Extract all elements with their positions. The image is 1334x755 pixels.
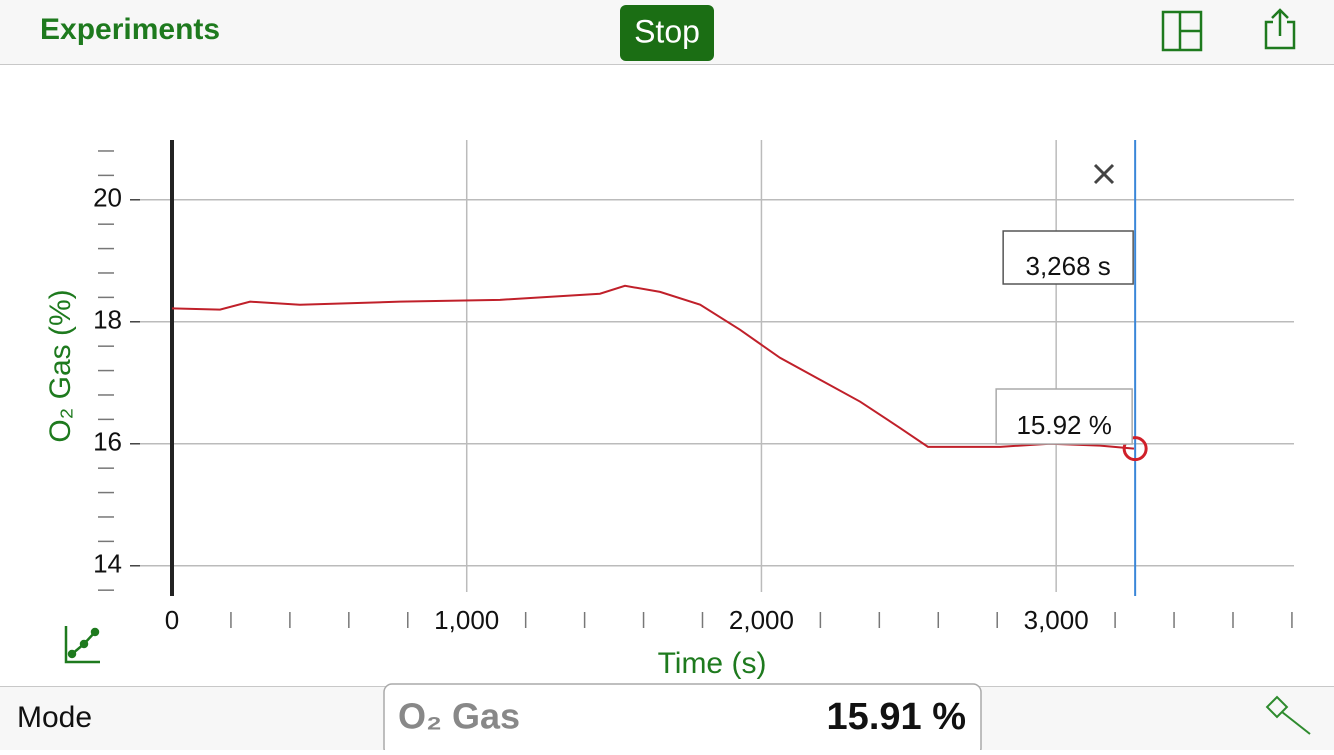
meter-box[interactable]: [383, 683, 982, 755]
share-icon[interactable]: [1264, 8, 1296, 50]
experiments-button[interactable]: Experiments: [40, 13, 220, 46]
cursor-x-box: [1002, 230, 1134, 285]
x-tick-label: 3,000: [1024, 605, 1089, 635]
x-axis-title: Time (s): [658, 647, 767, 680]
x-tick-label: 1,000: [434, 605, 499, 635]
y-tick-label: 18: [93, 305, 122, 335]
data-line: [171, 284, 1135, 450]
cursor-point: [1122, 436, 1148, 462]
graph-mode-icon[interactable]: [64, 626, 100, 664]
y-axis-title: O₂ Gas (%): [44, 289, 77, 442]
probe-icon[interactable]: [1265, 695, 1311, 735]
stop-button[interactable]: [620, 5, 714, 61]
y-tick-label: 14: [93, 549, 122, 579]
close-cursor-icon[interactable]: [1093, 163, 1115, 185]
y-tick-label: 16: [93, 427, 122, 457]
meter-reading: 15.91 %: [827, 696, 966, 738]
x-tick-label: 2,000: [729, 605, 794, 635]
meter-sensor: O₂ Gas: [398, 696, 520, 737]
cursor-y-label: 15.92 %: [1016, 410, 1111, 440]
mode-button[interactable]: Mode: [17, 701, 92, 734]
plot: 14 16 18 20 0 1,000 2,000 3,000 Time (s) O₂ Gas (…: [44, 140, 1294, 680]
stop-label[interactable]: Stop: [634, 13, 700, 49]
layout-icon[interactable]: [1161, 10, 1203, 52]
cursor-y-box: [995, 388, 1133, 445]
cursor-x-label: 3,268 s: [1025, 251, 1110, 281]
y-tick-label: 20: [93, 183, 122, 213]
x-tick-label: 0: [165, 605, 179, 635]
